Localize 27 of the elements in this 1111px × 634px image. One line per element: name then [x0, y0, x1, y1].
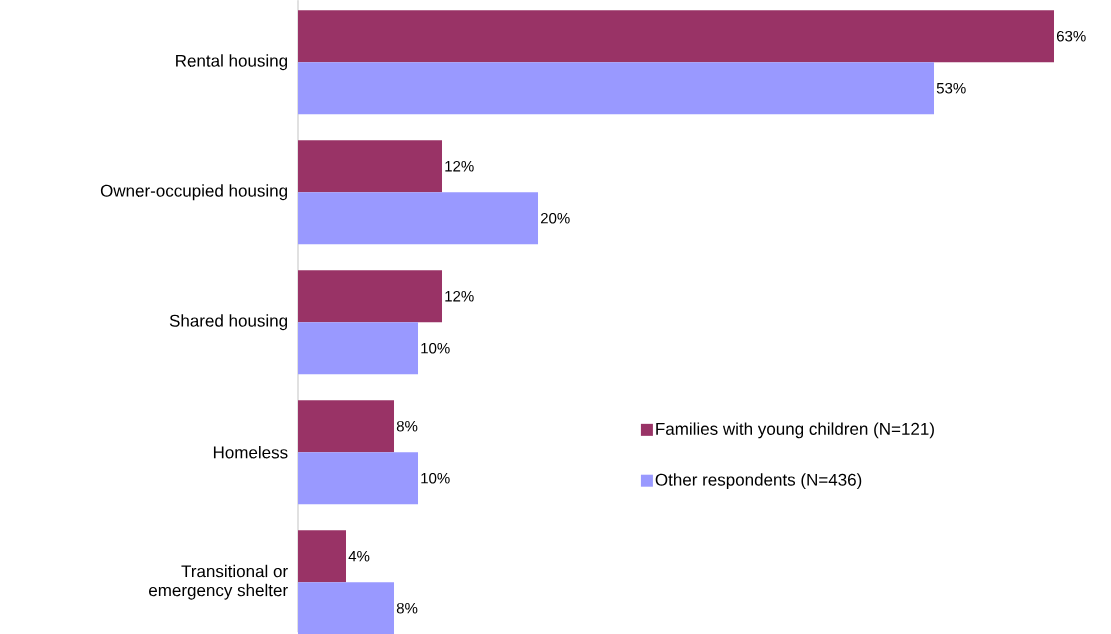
- y-tick-label: Shared housing: [169, 314, 288, 331]
- bar: [298, 140, 443, 193]
- data-label: 4%: [348, 550, 370, 562]
- bar: [298, 10, 1055, 63]
- bar: [298, 582, 395, 634]
- bar: [298, 192, 539, 245]
- bar: [298, 62, 935, 115]
- y-tick-label: Transitional or emergency shelter: [149, 564, 288, 600]
- bar: [298, 530, 347, 583]
- bar: [298, 400, 395, 453]
- bar: [298, 452, 419, 505]
- legend-label: Families with young children (N=121): [656, 422, 934, 439]
- bar: [298, 270, 443, 323]
- data-label: 8%: [396, 602, 418, 614]
- y-tick-label: Rental housing: [176, 54, 288, 71]
- data-label: 12%: [445, 290, 474, 302]
- y-tick-label: Homeless: [213, 445, 288, 459]
- y-tick-label: Owner-occupied housing: [100, 184, 287, 201]
- data-label: 63%: [1056, 30, 1086, 42]
- bar: [298, 322, 419, 375]
- data-label: 12%: [445, 160, 474, 172]
- data-label: 53%: [936, 82, 966, 94]
- data-label: 10%: [421, 342, 450, 354]
- data-label: 20%: [540, 212, 570, 224]
- legend-label: Other respondents (N=436): [655, 473, 862, 490]
- data-label: 8%: [396, 420, 418, 432]
- data-label: 10%: [421, 472, 450, 484]
